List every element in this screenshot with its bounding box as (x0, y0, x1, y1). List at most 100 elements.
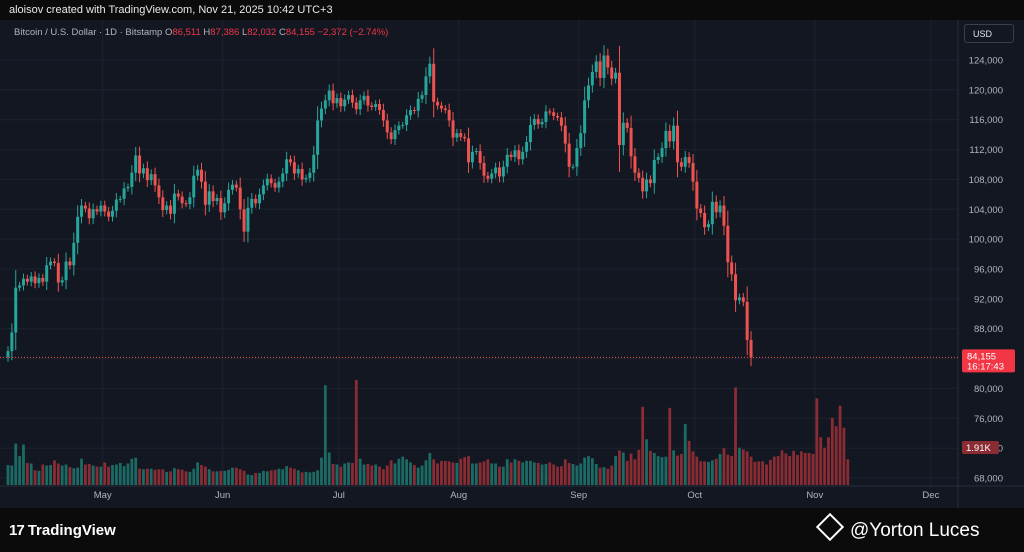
candle-body (219, 198, 223, 213)
candle-body (559, 117, 563, 126)
candle-body (505, 154, 509, 167)
volume-bar (215, 471, 219, 485)
candle-body (474, 151, 478, 153)
candle-body (579, 133, 583, 149)
candle-body (641, 177, 645, 192)
chart-area[interactable]: 68,00072,00076,00080,00084,00088,00092,0… (0, 20, 1024, 508)
volume-bar (56, 463, 60, 485)
volume-bar (695, 456, 699, 485)
candle-body (312, 154, 316, 173)
volume-bar (679, 454, 683, 485)
volume-bar (250, 475, 254, 485)
volume-bar (471, 463, 474, 485)
volume-bar (381, 469, 385, 485)
volume-bar (788, 456, 792, 485)
candle-body (408, 110, 412, 116)
volume-bar (118, 462, 122, 485)
candle-body (296, 168, 300, 174)
volume-bar (262, 470, 265, 485)
volume-bar (668, 407, 672, 485)
volume-bar (714, 458, 718, 485)
x-tick-label: Jun (215, 490, 230, 501)
volume-bar (184, 471, 188, 485)
volume-bar (618, 450, 621, 485)
price-chart[interactable]: 68,00072,00076,00080,00084,00088,00092,0… (0, 20, 1024, 508)
volume-bar (227, 469, 230, 485)
volume-bar (111, 465, 114, 485)
volume-bar (366, 464, 370, 485)
high-label: H (203, 27, 211, 38)
volume-bar (649, 450, 652, 485)
volume-bar (64, 464, 68, 485)
volume-bar (687, 440, 691, 485)
volume-bar (149, 468, 153, 485)
candle-body (281, 173, 285, 182)
candle-body (587, 85, 590, 101)
low-label: L (241, 27, 248, 38)
volume-bar (130, 458, 134, 485)
candle-body (25, 278, 29, 282)
candle-body (118, 198, 122, 200)
candle-body (223, 203, 227, 213)
volume-bar (335, 464, 339, 485)
candle-body (327, 90, 331, 101)
candle-body (482, 163, 486, 176)
volume-bar (99, 466, 103, 485)
candle-body (734, 274, 738, 301)
volume-bar (552, 464, 556, 485)
candle-body (230, 184, 234, 190)
candle-body (91, 209, 95, 219)
volume-bar (393, 463, 397, 485)
candle-body (45, 265, 49, 282)
volume-bar (730, 456, 734, 485)
volume-bar (776, 456, 780, 485)
volume-bar (513, 459, 517, 485)
chart-background (0, 20, 1024, 508)
candle-body (29, 276, 33, 282)
volume-bar (320, 457, 323, 485)
y-tick-label: 92,000 (974, 294, 1003, 305)
volume-bar (6, 465, 10, 485)
volume-bar (486, 459, 490, 485)
candle-body (184, 203, 188, 205)
volume-bar (53, 460, 56, 485)
footer-bar: 17 TradingView @Yorton Luces (0, 508, 1024, 552)
candle-body (6, 351, 10, 358)
candle-body (130, 172, 134, 187)
candle-body (416, 98, 420, 111)
candle-body (497, 167, 501, 177)
volume-bar (103, 462, 107, 485)
creator-text: aloisov created with TradingView.com, No… (9, 4, 333, 16)
volume-bar (796, 455, 799, 485)
volume-bar (49, 465, 52, 485)
candle-body (459, 133, 463, 137)
candle-body (141, 168, 145, 174)
volume-bar (304, 471, 308, 485)
candle-body (706, 224, 710, 228)
candle-body (196, 169, 200, 176)
close-label: C (278, 27, 286, 38)
candle-body (60, 280, 64, 283)
volume-bar (45, 465, 49, 485)
candle-body (552, 112, 556, 116)
y-tick-label: 80,000 (974, 384, 1003, 395)
candle-body (33, 276, 37, 284)
volume-bar (107, 466, 111, 485)
volume-bar (157, 469, 161, 485)
volume-bar (161, 469, 165, 485)
candle-body (397, 125, 401, 131)
candle-body (246, 207, 250, 232)
volume-bar (544, 464, 548, 485)
currency-button[interactable]: USD (964, 24, 1014, 43)
candle-body (358, 100, 362, 110)
volume-bar (610, 465, 614, 485)
y-tick-label: 68,000 (974, 474, 1003, 485)
candle-body (563, 125, 567, 144)
candle-body (80, 205, 84, 217)
volume-bar (830, 417, 834, 485)
x-tick-label: Dec (922, 490, 939, 501)
x-tick-label: Jul (333, 490, 345, 501)
candle-body (679, 162, 683, 167)
candle-body (188, 197, 192, 205)
candle-body (99, 205, 103, 212)
